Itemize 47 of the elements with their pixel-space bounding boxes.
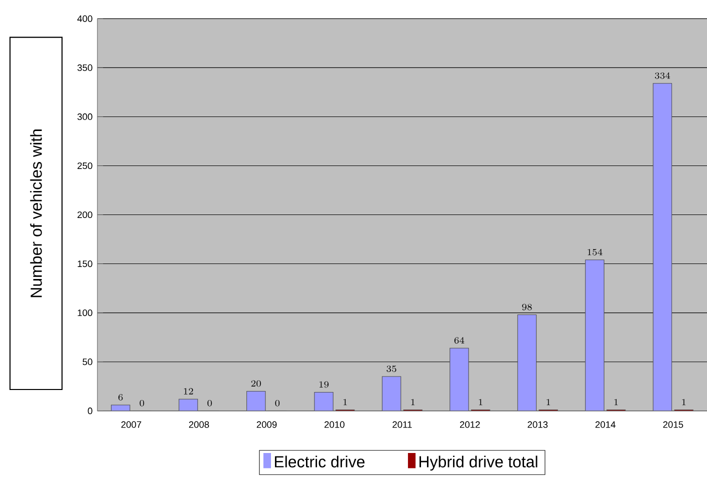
y-tick-label: 400 [77,15,92,22]
legend-label: Hybrid drive total [420,456,538,471]
bar [246,390,266,411]
x-tick-label: 2007 [121,421,142,428]
data-label: 98 [522,304,532,310]
y-tick-label: 250 [78,162,92,169]
data-label: 1 [546,398,550,406]
y-tick-label: 200 [78,211,92,218]
data-label: 20 [251,380,261,387]
y-tick-label: 350 [77,64,92,71]
y-tick-label: 300 [77,113,92,120]
bar [652,83,672,411]
x-tick-label: 2008 [189,421,209,428]
y-tick-label: 150 [78,260,92,267]
x-tick-label: 2009 [256,421,277,428]
data-label: 1 [411,398,415,406]
bar [517,314,537,411]
bar [178,398,198,411]
y-axis-title: Number of vehicles with [30,129,42,297]
y-tick-label: 0 [88,407,92,414]
data-label: 1 [682,398,686,406]
data-label: 35 [386,366,396,372]
bar [382,376,402,411]
data-label: 0 [275,400,280,406]
bar [314,392,334,411]
data-label: 19 [319,381,329,388]
data-label: 12 [184,388,194,394]
data-label: 6 [118,394,123,400]
data-label: 1 [614,398,618,406]
data-label: 154 [588,248,602,256]
x-tick-label: 2010 [324,421,344,428]
data-label: 0 [140,400,144,406]
y-tick-label: 100 [78,309,92,316]
data-label: 334 [654,72,670,79]
x-tick-label: 2013 [528,421,548,428]
x-tick-label: 2012 [460,421,480,428]
x-tick-label: 2015 [663,421,684,428]
data-label: 0 [207,400,212,406]
data-label: 64 [454,336,464,344]
y-tick-label: 50 [82,358,92,366]
x-tick-label: 2014 [595,421,616,428]
legend-label: Electric drive [274,456,365,468]
data-label: 1 [343,398,347,406]
data-label: 1 [478,398,482,406]
bar [450,348,469,411]
bar [585,259,604,411]
x-tick-label: 2011 [392,421,412,428]
